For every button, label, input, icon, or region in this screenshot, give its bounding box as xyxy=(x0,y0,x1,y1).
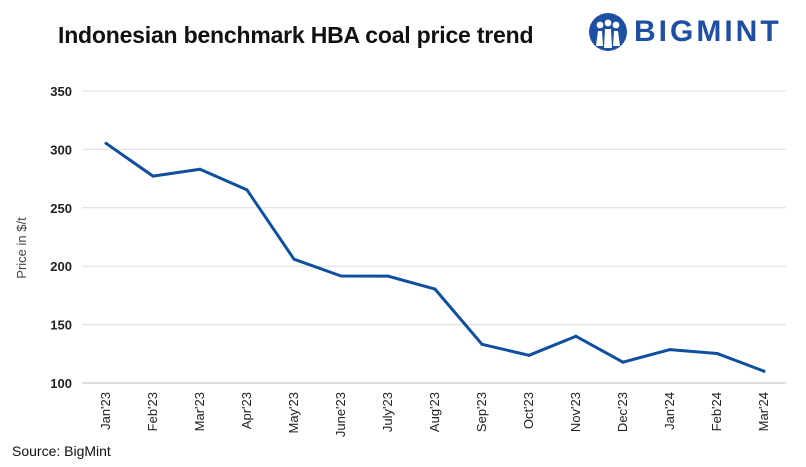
x-tick-label: Feb'23 xyxy=(145,392,160,431)
data-point xyxy=(151,174,155,178)
y-tick-label: 350 xyxy=(50,84,72,99)
data-point xyxy=(104,141,108,145)
source-note: Source: BigMint xyxy=(12,443,111,459)
x-axis-ticks: Jan'23 Feb'23 Mar'23 Apr'23 May'23 June'23 Jul… xyxy=(98,392,771,437)
x-tick-label: Jan'23 xyxy=(98,392,113,430)
x-tick-label: Dec'23 xyxy=(615,392,630,432)
data-point xyxy=(339,274,343,278)
data-point xyxy=(715,351,719,355)
x-tick-label: Sep'23 xyxy=(474,392,489,432)
y-tick-label: 250 xyxy=(50,201,72,216)
data-point xyxy=(198,167,202,171)
brand-name: BIGMINT xyxy=(634,15,782,48)
y-tick-label: 200 xyxy=(50,259,72,274)
data-point xyxy=(480,342,484,346)
series-line-hba xyxy=(104,141,766,373)
y-tick-label: 150 xyxy=(50,318,72,333)
y-axis-ticks: 100 150 200 250 300 350 xyxy=(50,84,72,391)
x-tick-label: May'23 xyxy=(286,392,301,434)
y-axis-title: Price in $/t xyxy=(14,217,29,279)
data-point xyxy=(386,274,390,278)
data-point xyxy=(621,360,625,364)
x-tick-label: Feb'24 xyxy=(709,392,724,431)
y-tick-label: 300 xyxy=(50,142,72,157)
y-tick-label: 100 xyxy=(50,376,72,391)
x-tick-label: July'23 xyxy=(380,392,395,432)
x-tick-label: Oct'23 xyxy=(521,392,536,429)
data-point xyxy=(433,287,437,291)
x-tick-label: June'23 xyxy=(333,392,348,437)
x-tick-label: Nov'23 xyxy=(568,392,583,432)
data-point xyxy=(292,257,296,261)
data-point xyxy=(574,334,578,338)
x-tick-label: Jan'24 xyxy=(662,392,677,430)
bigmint-logo-icon xyxy=(589,13,627,51)
chart-title: Indonesian benchmark HBA coal price tren… xyxy=(58,22,534,48)
brand-logo: BIGMINT xyxy=(588,12,782,52)
gridlines xyxy=(82,90,786,384)
data-point xyxy=(762,369,766,373)
data-point xyxy=(245,188,249,192)
data-point xyxy=(527,353,531,357)
data-point xyxy=(668,348,672,352)
x-tick-label: Apr'23 xyxy=(239,392,254,429)
series-layer xyxy=(104,141,766,373)
x-tick-label: Mar'24 xyxy=(756,392,771,431)
x-tick-label: Aug'23 xyxy=(427,392,442,432)
x-tick-label: Mar'23 xyxy=(192,392,207,431)
